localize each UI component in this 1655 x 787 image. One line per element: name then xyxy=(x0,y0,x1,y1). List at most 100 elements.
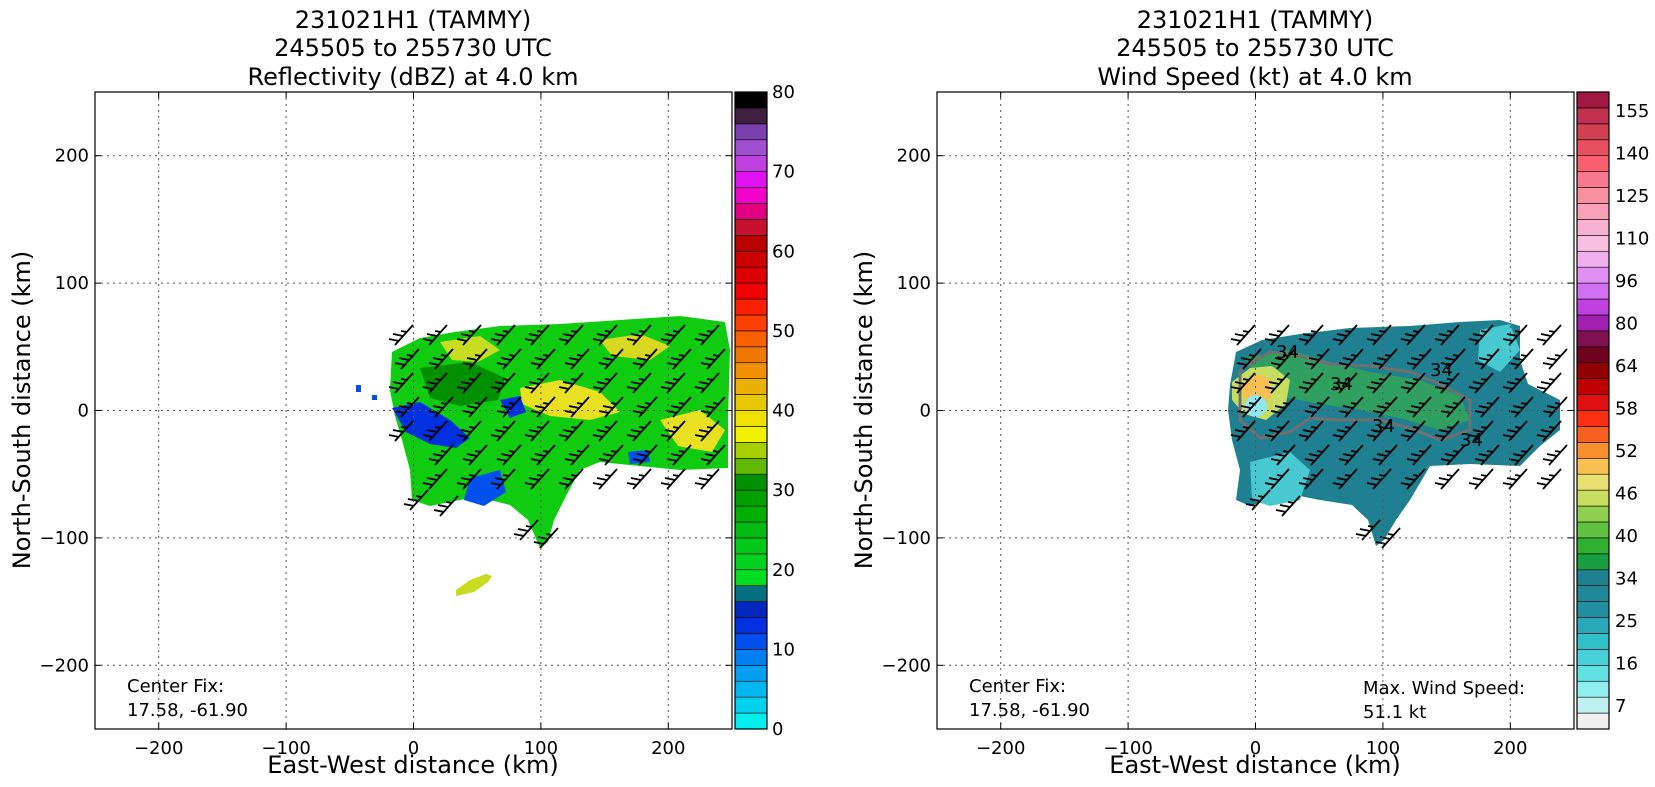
right-colorbar-swatch-18 xyxy=(1576,426,1610,443)
left-wind-barb-29 xyxy=(694,372,720,394)
left-wind-barb-43 xyxy=(490,420,516,442)
left-ytick-label-0: 200 xyxy=(55,146,89,167)
left-wind-barb-47 xyxy=(626,420,652,442)
right-ytick-label-3: −100 xyxy=(882,528,931,549)
left-wind-barb-15 xyxy=(564,348,590,370)
left-wind-barb-71 xyxy=(533,527,559,549)
left-colorbar-swatch-26 xyxy=(734,298,768,316)
left-echo-yellow-1 xyxy=(440,336,500,362)
left-xtick-label-2: 0 xyxy=(408,738,419,759)
right-wind-barb-33 xyxy=(1338,396,1364,418)
left-wind-barbs xyxy=(388,324,726,549)
left-colorbar-swatch-33 xyxy=(734,187,768,204)
left-wind-barb-20 xyxy=(388,372,414,394)
left-wind-barb-34 xyxy=(530,396,556,418)
right-colorbar-tick-12: 125 xyxy=(1615,186,1649,207)
right-colorbar-swatch-12 xyxy=(1576,521,1610,539)
left-colorbar-swatch-17 xyxy=(734,442,768,459)
left-colorbar-swatch-24 xyxy=(734,330,768,348)
right-colorbar-swatch-39 xyxy=(1576,91,1610,109)
right-colorbar-swatch-32 xyxy=(1576,203,1610,220)
left-wind-barb-51 xyxy=(462,444,488,466)
left-wind-barb-56 xyxy=(632,444,658,466)
right-xlabel: East-West distance (km) xyxy=(1109,751,1400,779)
right-colorbar-swatch-10 xyxy=(1576,553,1610,571)
left-colorbar-swatch-0 xyxy=(734,712,768,730)
right-wind-barb-47 xyxy=(1468,420,1494,442)
right-center-fix-value: 17.58, -61.90 xyxy=(969,700,1090,721)
left-wind-barb-4 xyxy=(524,324,550,346)
right-colorbar-swatch-8 xyxy=(1576,585,1610,602)
left-colorbar-swatch-38 xyxy=(734,107,768,125)
left-colorbar-swatch-19 xyxy=(734,410,768,427)
right-wind-barb-41 xyxy=(1264,420,1290,442)
left-xtick-label-1: −100 xyxy=(261,738,310,759)
right-colorbar-swatch-9 xyxy=(1576,569,1610,586)
right-wind-barb-68 xyxy=(1245,489,1271,511)
right-wind-barb-53 xyxy=(1372,444,1398,466)
right-colorbar-swatch-22 xyxy=(1576,362,1610,379)
left-wind-barb-9 xyxy=(694,324,720,346)
right-colorbar-swatch-31 xyxy=(1576,219,1610,236)
right-wind-barb-37 xyxy=(1474,396,1500,418)
left-wind-barb-7 xyxy=(626,324,652,346)
left-wind-barb-22 xyxy=(456,372,482,394)
left-colorbar-swatch-28 xyxy=(734,266,768,284)
right-wind-barb-54 xyxy=(1406,444,1432,466)
right-wind-barb-10 xyxy=(1236,348,1262,370)
right-ylabel: North-South distance (km) xyxy=(850,251,878,570)
left-colorbar-swatch-2 xyxy=(734,680,768,698)
right-panel: 231021H1 (TAMMY) 245505 to 255730 UTC Wi… xyxy=(850,6,1649,779)
right-wind-barb-16 xyxy=(1440,348,1466,370)
left-wind-barb-54 xyxy=(564,444,590,466)
right-max-wind-value: 51.1 kt xyxy=(1363,702,1426,723)
right-colorbar-swatch-27 xyxy=(1576,282,1610,300)
right-field: 34 34 34 34 34 xyxy=(1228,320,1568,549)
left-wind-barb-18 xyxy=(666,348,692,370)
left-wind-barb-53 xyxy=(530,444,556,466)
left-panel: 231021H1 (TAMMY) 245505 to 255730 UTC Re… xyxy=(8,6,795,779)
left-colorbar-swatch-29 xyxy=(734,250,768,268)
left-colorbar-swatch-9 xyxy=(734,569,768,586)
left-colorbar-tick-0: 0 xyxy=(772,719,783,740)
left-wind-barb-1 xyxy=(422,324,448,346)
right-wind-barb-13 xyxy=(1338,348,1364,370)
right-wind-barb-63 xyxy=(1400,468,1426,490)
left-echo-darkgreen xyxy=(420,362,505,406)
right-colorbar-swatch-33 xyxy=(1576,187,1610,204)
left-wind-barb-33 xyxy=(496,396,522,418)
left-wind-barb-58 xyxy=(700,444,726,466)
right-colorbar-tick-13: 140 xyxy=(1615,144,1649,165)
left-wind-barb-21 xyxy=(422,372,448,394)
left-wind-barb-39 xyxy=(700,396,726,418)
right-wind-barb-28 xyxy=(1502,372,1528,394)
left-wind-barb-32 xyxy=(462,396,488,418)
right-colorbar-tick-4: 40 xyxy=(1615,526,1638,547)
right-colorbar-tick-10: 96 xyxy=(1615,271,1638,292)
left-echo-yellow-3 xyxy=(660,410,725,452)
left-title-line-3: Reflectivity (dBZ) at 4.0 km xyxy=(248,63,579,91)
left-wind-barb-35 xyxy=(564,396,590,418)
left-colorbar-swatch-36 xyxy=(734,139,768,156)
right-colorbar-swatch-35 xyxy=(1576,155,1610,172)
left-echo-speck-2 xyxy=(372,395,377,400)
left-wind-barb-55 xyxy=(598,444,624,466)
left-colorbar-frame xyxy=(734,91,768,730)
right-ytick-label-4: −200 xyxy=(882,655,931,676)
left-wind-barb-48 xyxy=(660,420,686,442)
right-xtick-label-2: 0 xyxy=(1250,738,1261,759)
right-wind-barb-21 xyxy=(1264,372,1290,394)
right-colorbar-tick-0: 7 xyxy=(1615,696,1626,717)
right-ytick-label-1: 100 xyxy=(897,273,931,294)
right-wind-barb-42 xyxy=(1298,420,1324,442)
right-wind-green xyxy=(1245,350,1470,430)
right-wind-barb-27 xyxy=(1468,372,1494,394)
left-wind-barb-63 xyxy=(558,468,584,490)
right-title-line-1: 231021H1 (TAMMY) xyxy=(1137,6,1374,34)
right-wind-barb-62 xyxy=(1366,468,1392,490)
right-wind-barb-20 xyxy=(1230,372,1256,394)
left-wind-barb-46 xyxy=(592,420,618,442)
right-colorbar-tick-1: 16 xyxy=(1615,653,1638,674)
